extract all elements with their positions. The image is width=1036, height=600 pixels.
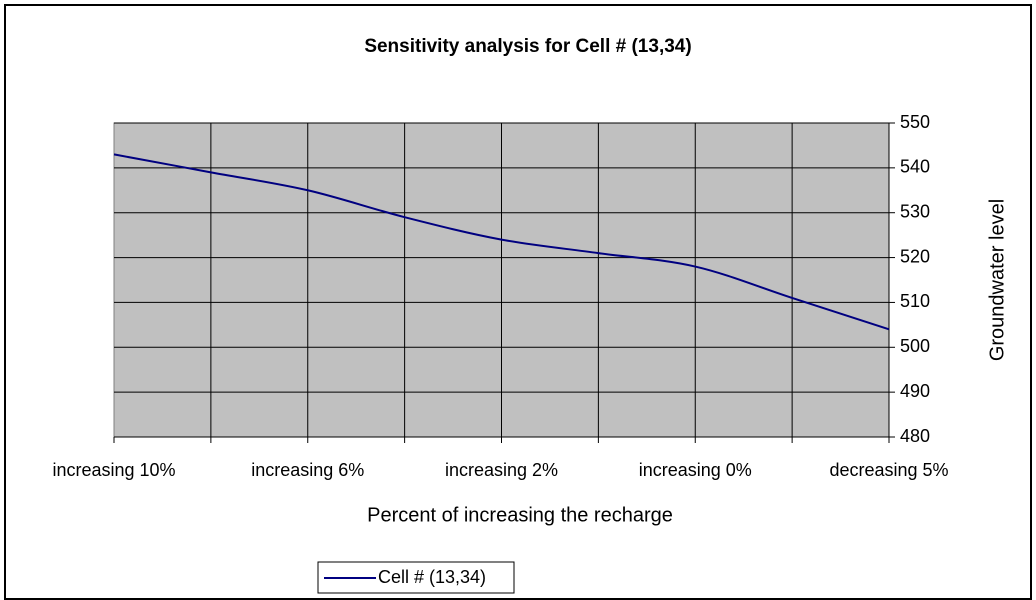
chart-title: Sensitivity analysis for Cell # (13,34) [364, 36, 691, 57]
y-tick-label: 480 [900, 426, 930, 446]
y-tick-label: 520 [900, 246, 930, 266]
x-tick-label: increasing 2% [445, 460, 558, 480]
x-tick-label: increasing 6% [251, 460, 364, 480]
y-axis-title: Groundwater level [986, 199, 1008, 361]
x-tick-label: decreasing 5% [829, 460, 948, 480]
y-tick-label: 490 [900, 381, 930, 401]
x-axis-title: Percent of increasing the recharge [367, 504, 673, 526]
y-tick-label: 500 [900, 336, 930, 356]
legend-label: Cell # (13,34) [378, 567, 486, 587]
x-tick-label: increasing 10% [52, 460, 175, 480]
y-tick-label: 510 [900, 291, 930, 311]
y-tick-label: 540 [900, 157, 930, 177]
x-tick-label: increasing 0% [639, 460, 752, 480]
data-line [113, 153, 890, 331]
y-tick-label: 530 [900, 201, 930, 221]
y-tick-label: 550 [900, 112, 930, 132]
legend-box [317, 561, 515, 594]
